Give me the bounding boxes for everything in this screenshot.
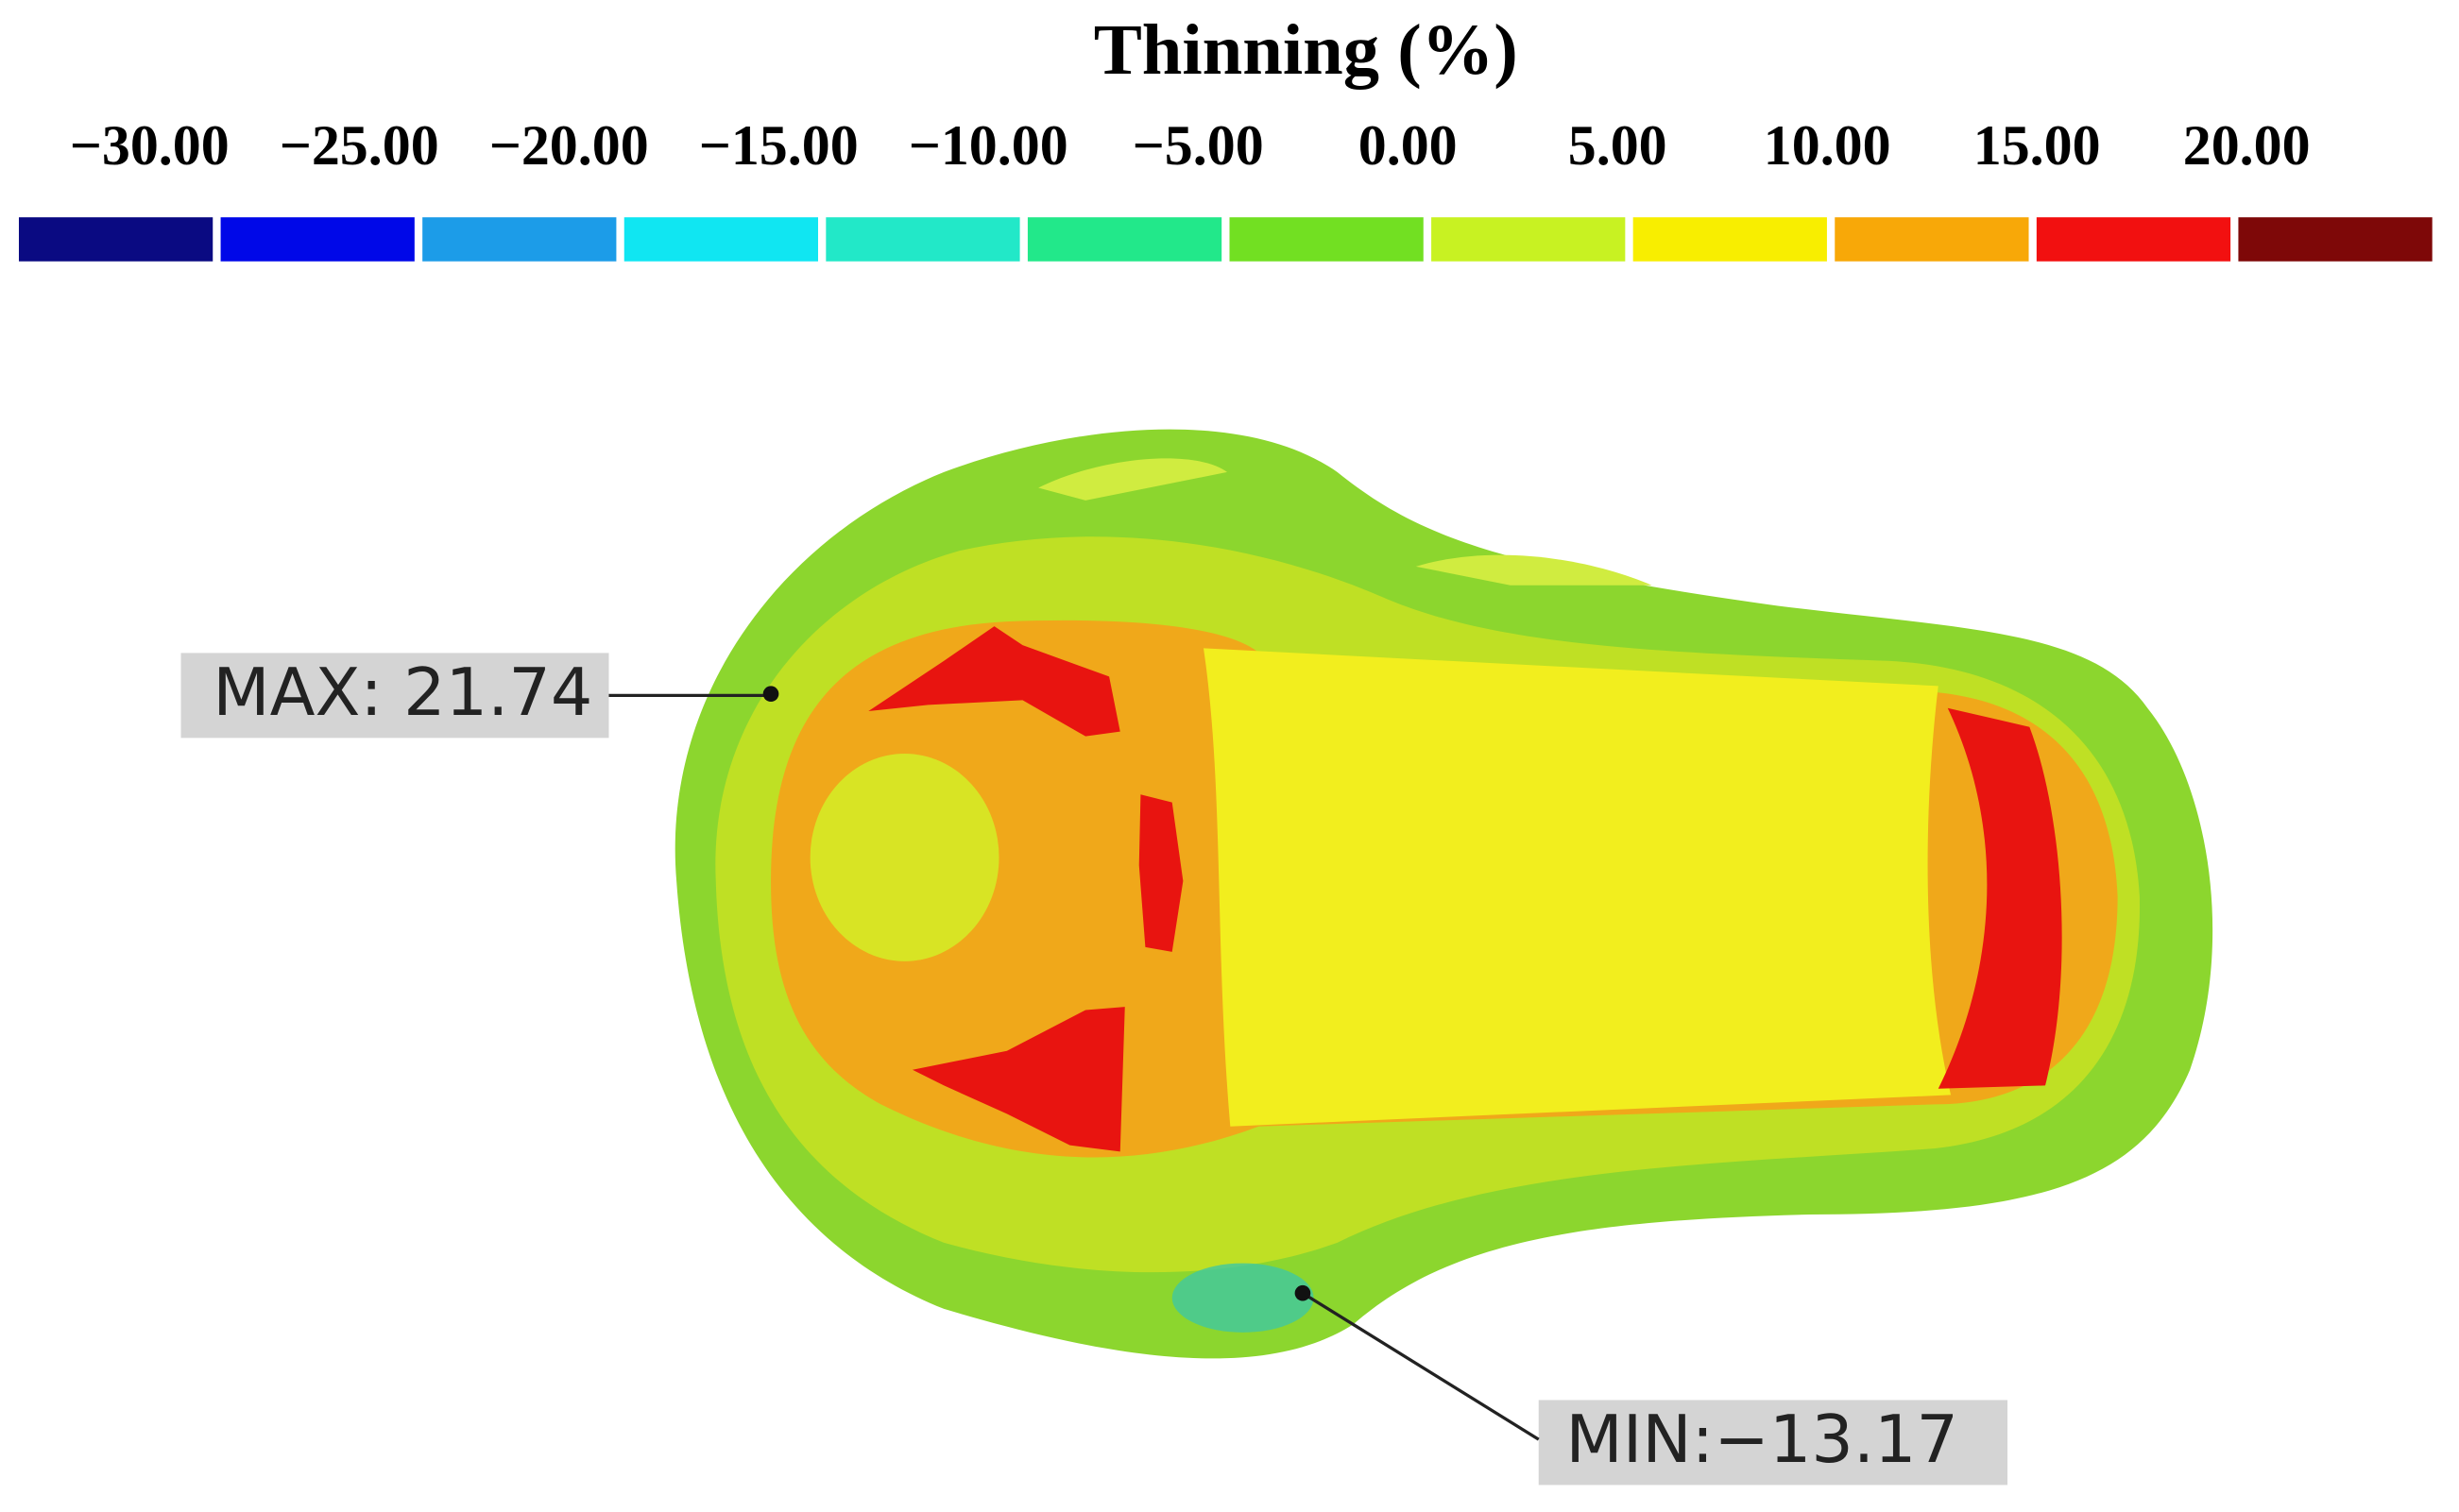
- color-swatch: [1229, 217, 1424, 262]
- leader-line: [1302, 1291, 1540, 1441]
- cool-spot: [1171, 1263, 1314, 1333]
- color-swatch: [623, 217, 819, 262]
- color-swatch: [422, 217, 617, 262]
- colorbar-label: 10.00: [1764, 114, 1891, 177]
- colorbar-label: −30.00: [70, 114, 230, 177]
- color-swatch: [1027, 217, 1222, 262]
- color-swatch: [2238, 217, 2433, 262]
- max-annotation: MAX: 21.74: [180, 653, 779, 739]
- color-swatch: [1632, 217, 1827, 262]
- colorbar-label: −20.00: [489, 114, 649, 177]
- colorbar-label: 15.00: [1973, 114, 2101, 177]
- colorbar-label: −5.00: [1133, 114, 1264, 177]
- rib: [1038, 458, 1228, 501]
- part: [675, 429, 2213, 1359]
- min-point: [1294, 1284, 1311, 1301]
- max-label: MAX: 21.74: [213, 654, 592, 731]
- color-swatch: [18, 217, 213, 262]
- color-swatch: [1835, 217, 2029, 262]
- min-label: MIN:−13.17: [1565, 1402, 1958, 1478]
- color-swatch: [2036, 217, 2231, 262]
- hot-spot: [1938, 707, 2062, 1089]
- hot-spot: [868, 626, 1120, 737]
- min-annotation: MIN:−13.17: [1294, 1284, 2008, 1486]
- colorbar-label: −25.00: [280, 114, 439, 177]
- label-box: [1538, 1400, 2008, 1486]
- colorbar-label: 5.00: [1568, 114, 1667, 177]
- colorbar-label: −10.00: [909, 114, 1068, 177]
- color-swatch: [1431, 217, 1626, 262]
- max-point: [762, 686, 779, 703]
- part-yellow: [1204, 648, 1952, 1127]
- hot-spot: [912, 1007, 1125, 1152]
- title: Thinning (%): [1094, 9, 1518, 90]
- rib: [1415, 554, 1652, 586]
- colorbar-label: 20.00: [2183, 114, 2311, 177]
- part-dome: [810, 754, 999, 961]
- color-swatch: [826, 217, 1020, 262]
- label-box: [180, 653, 609, 739]
- colorbar-label: −15.00: [699, 114, 859, 177]
- hot-spot: [1138, 794, 1184, 952]
- colorbar: −30.00 −25.00 −20.00 −15.00 −10.00 −5.00 0.00 5…: [18, 114, 2433, 262]
- colorbar-label: 0.00: [1358, 114, 1458, 177]
- color-swatch: [220, 217, 415, 262]
